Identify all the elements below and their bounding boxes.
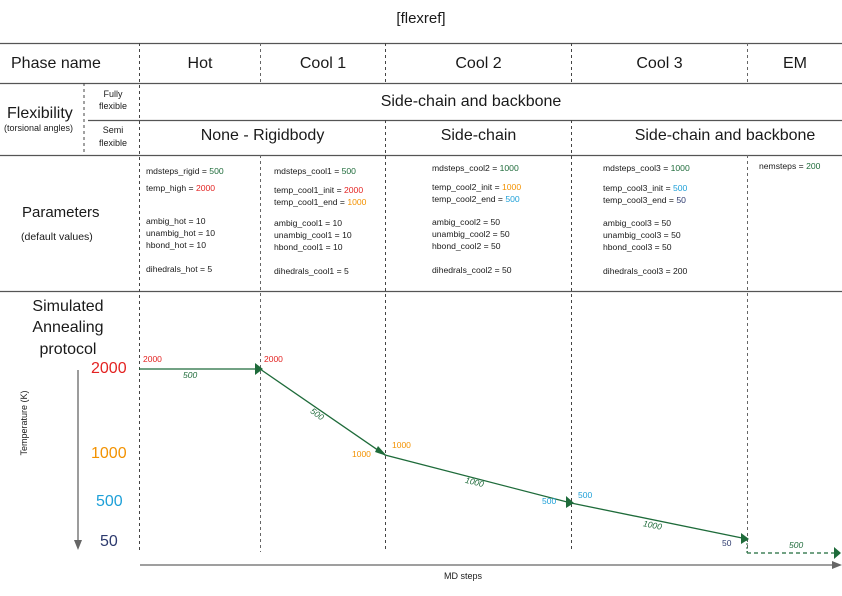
param-dihedrals-cool3: dihedrals_cool3 = 200 [603, 266, 688, 276]
fully-flexible-label-1: Fully [103, 89, 123, 99]
arrowhead-cool3-end [741, 533, 749, 544]
segment-label-hot: 500 [183, 370, 198, 380]
point-label-cool1-start: 2000 [264, 354, 283, 364]
param-temp-cool1-end: temp_cool1_end = 1000 [274, 197, 367, 207]
semi-flexible-label-1: Semi [102, 125, 124, 135]
param-ambig-cool1: ambig_cool1 = 10 [274, 218, 343, 228]
protocol-label-1: Simulated [32, 298, 104, 315]
protocol-label-2: Annealing [32, 319, 104, 336]
param-mdsteps-cool2: mdsteps_cool2 = 1000 [432, 163, 519, 173]
param-dihedrals-hot: dihedrals_hot = 5 [146, 264, 213, 274]
param-ambig-cool2: ambig_cool2 = 50 [432, 217, 501, 227]
phase-em: EM [783, 55, 807, 72]
temperature-profile-line [139, 368, 748, 540]
y-tick-2000: 2000 [91, 360, 127, 377]
param-hbond-cool1: hbond_cool1 = 10 [274, 242, 343, 252]
param-ambig-cool3: ambig_cool3 = 50 [603, 218, 672, 228]
param-temp-cool3-init: temp_cool3_init = 500 [603, 183, 688, 193]
y-tick-50: 50 [100, 533, 118, 550]
point-label-cool2-start: 1000 [392, 440, 411, 450]
x-axis-arrowhead [832, 561, 842, 569]
protocol-label-3: protocol [39, 341, 97, 358]
y-tick-1000: 1000 [91, 445, 127, 462]
param-unambig-cool3: unambig_cool3 = 50 [603, 230, 681, 240]
point-label-cool3-end: 50 [722, 538, 732, 548]
semi-flexible-cool3-em: Side-chain and backbone [634, 127, 816, 144]
phase-cool3: Cool 3 [636, 55, 683, 72]
phase-cool1: Cool 1 [299, 55, 347, 72]
arrowhead-hot-end [255, 363, 263, 375]
fully-flexible-value: Side-chain and backbone [380, 93, 562, 110]
arrowhead-cool1-end [375, 446, 387, 456]
param-hbond-cool3: hbond_cool3 = 50 [603, 242, 672, 252]
param-hbond-cool2: hbond_cool2 = 50 [432, 241, 501, 251]
semi-flexible-label-2: flexible [98, 138, 127, 148]
param-hbond-hot: hbond_hot = 10 [146, 240, 206, 250]
parameters-sublabel: (default values) [21, 231, 93, 243]
phase-hot: Hot [187, 55, 213, 72]
param-nemsteps: nemsteps = 200 [759, 161, 821, 171]
param-temp-cool2-end: temp_cool2_end = 500 [432, 194, 520, 204]
param-temp-high: temp_high = 2000 [146, 183, 216, 193]
y-tick-500: 500 [96, 493, 123, 510]
y-axis-label: Temperature (K) [19, 390, 29, 456]
arrowhead-cool2-end [566, 496, 574, 508]
fully-flexible-label-2: flexible [98, 101, 127, 111]
param-mdsteps-cool1: mdsteps_cool1 = 500 [274, 166, 356, 176]
point-label-hot-start: 2000 [143, 354, 162, 364]
y-axis-arrowhead [74, 540, 82, 550]
param-temp-cool2-init: temp_cool2_init = 1000 [432, 182, 522, 192]
semi-flexible-hot-cool1: None - Rigidbody [200, 127, 325, 144]
phase-name-label: Phase name [11, 55, 101, 72]
param-temp-cool1-init: temp_cool1_init = 2000 [274, 185, 364, 195]
param-unambig-cool2: unambig_cool2 = 50 [432, 229, 510, 239]
point-label-cool3-start: 500 [578, 490, 593, 500]
param-dihedrals-cool2: dihedrals_cool2 = 50 [432, 265, 512, 275]
point-label-cool1-end: 1000 [352, 449, 371, 459]
phase-cool2: Cool 2 [455, 55, 502, 72]
parameters-label: Parameters [22, 204, 100, 221]
flexibility-sublabel: (torsional angles) [4, 123, 74, 133]
arrowhead-em-end [834, 547, 841, 559]
param-mdsteps-rigid: mdsteps_rigid = 500 [146, 166, 224, 176]
flexibility-label: Flexibility [7, 105, 73, 122]
x-axis-label: MD steps [444, 571, 483, 581]
param-dihedrals-cool1: dihedrals_cool1 = 5 [274, 266, 349, 276]
point-label-cool2-end: 500 [542, 496, 557, 506]
semi-flexible-cool2: Side-chain [440, 127, 517, 144]
diagram-title: [flexref] [396, 10, 446, 27]
segment-label-em: 500 [789, 540, 804, 550]
param-ambig-hot: ambig_hot = 10 [146, 216, 206, 226]
param-temp-cool3-end: temp_cool3_end = 50 [603, 195, 686, 205]
param-unambig-cool1: unambig_cool1 = 10 [274, 230, 352, 240]
param-unambig-hot: unambig_hot = 10 [146, 228, 216, 238]
param-mdsteps-cool3: mdsteps_cool3 = 1000 [603, 163, 690, 173]
